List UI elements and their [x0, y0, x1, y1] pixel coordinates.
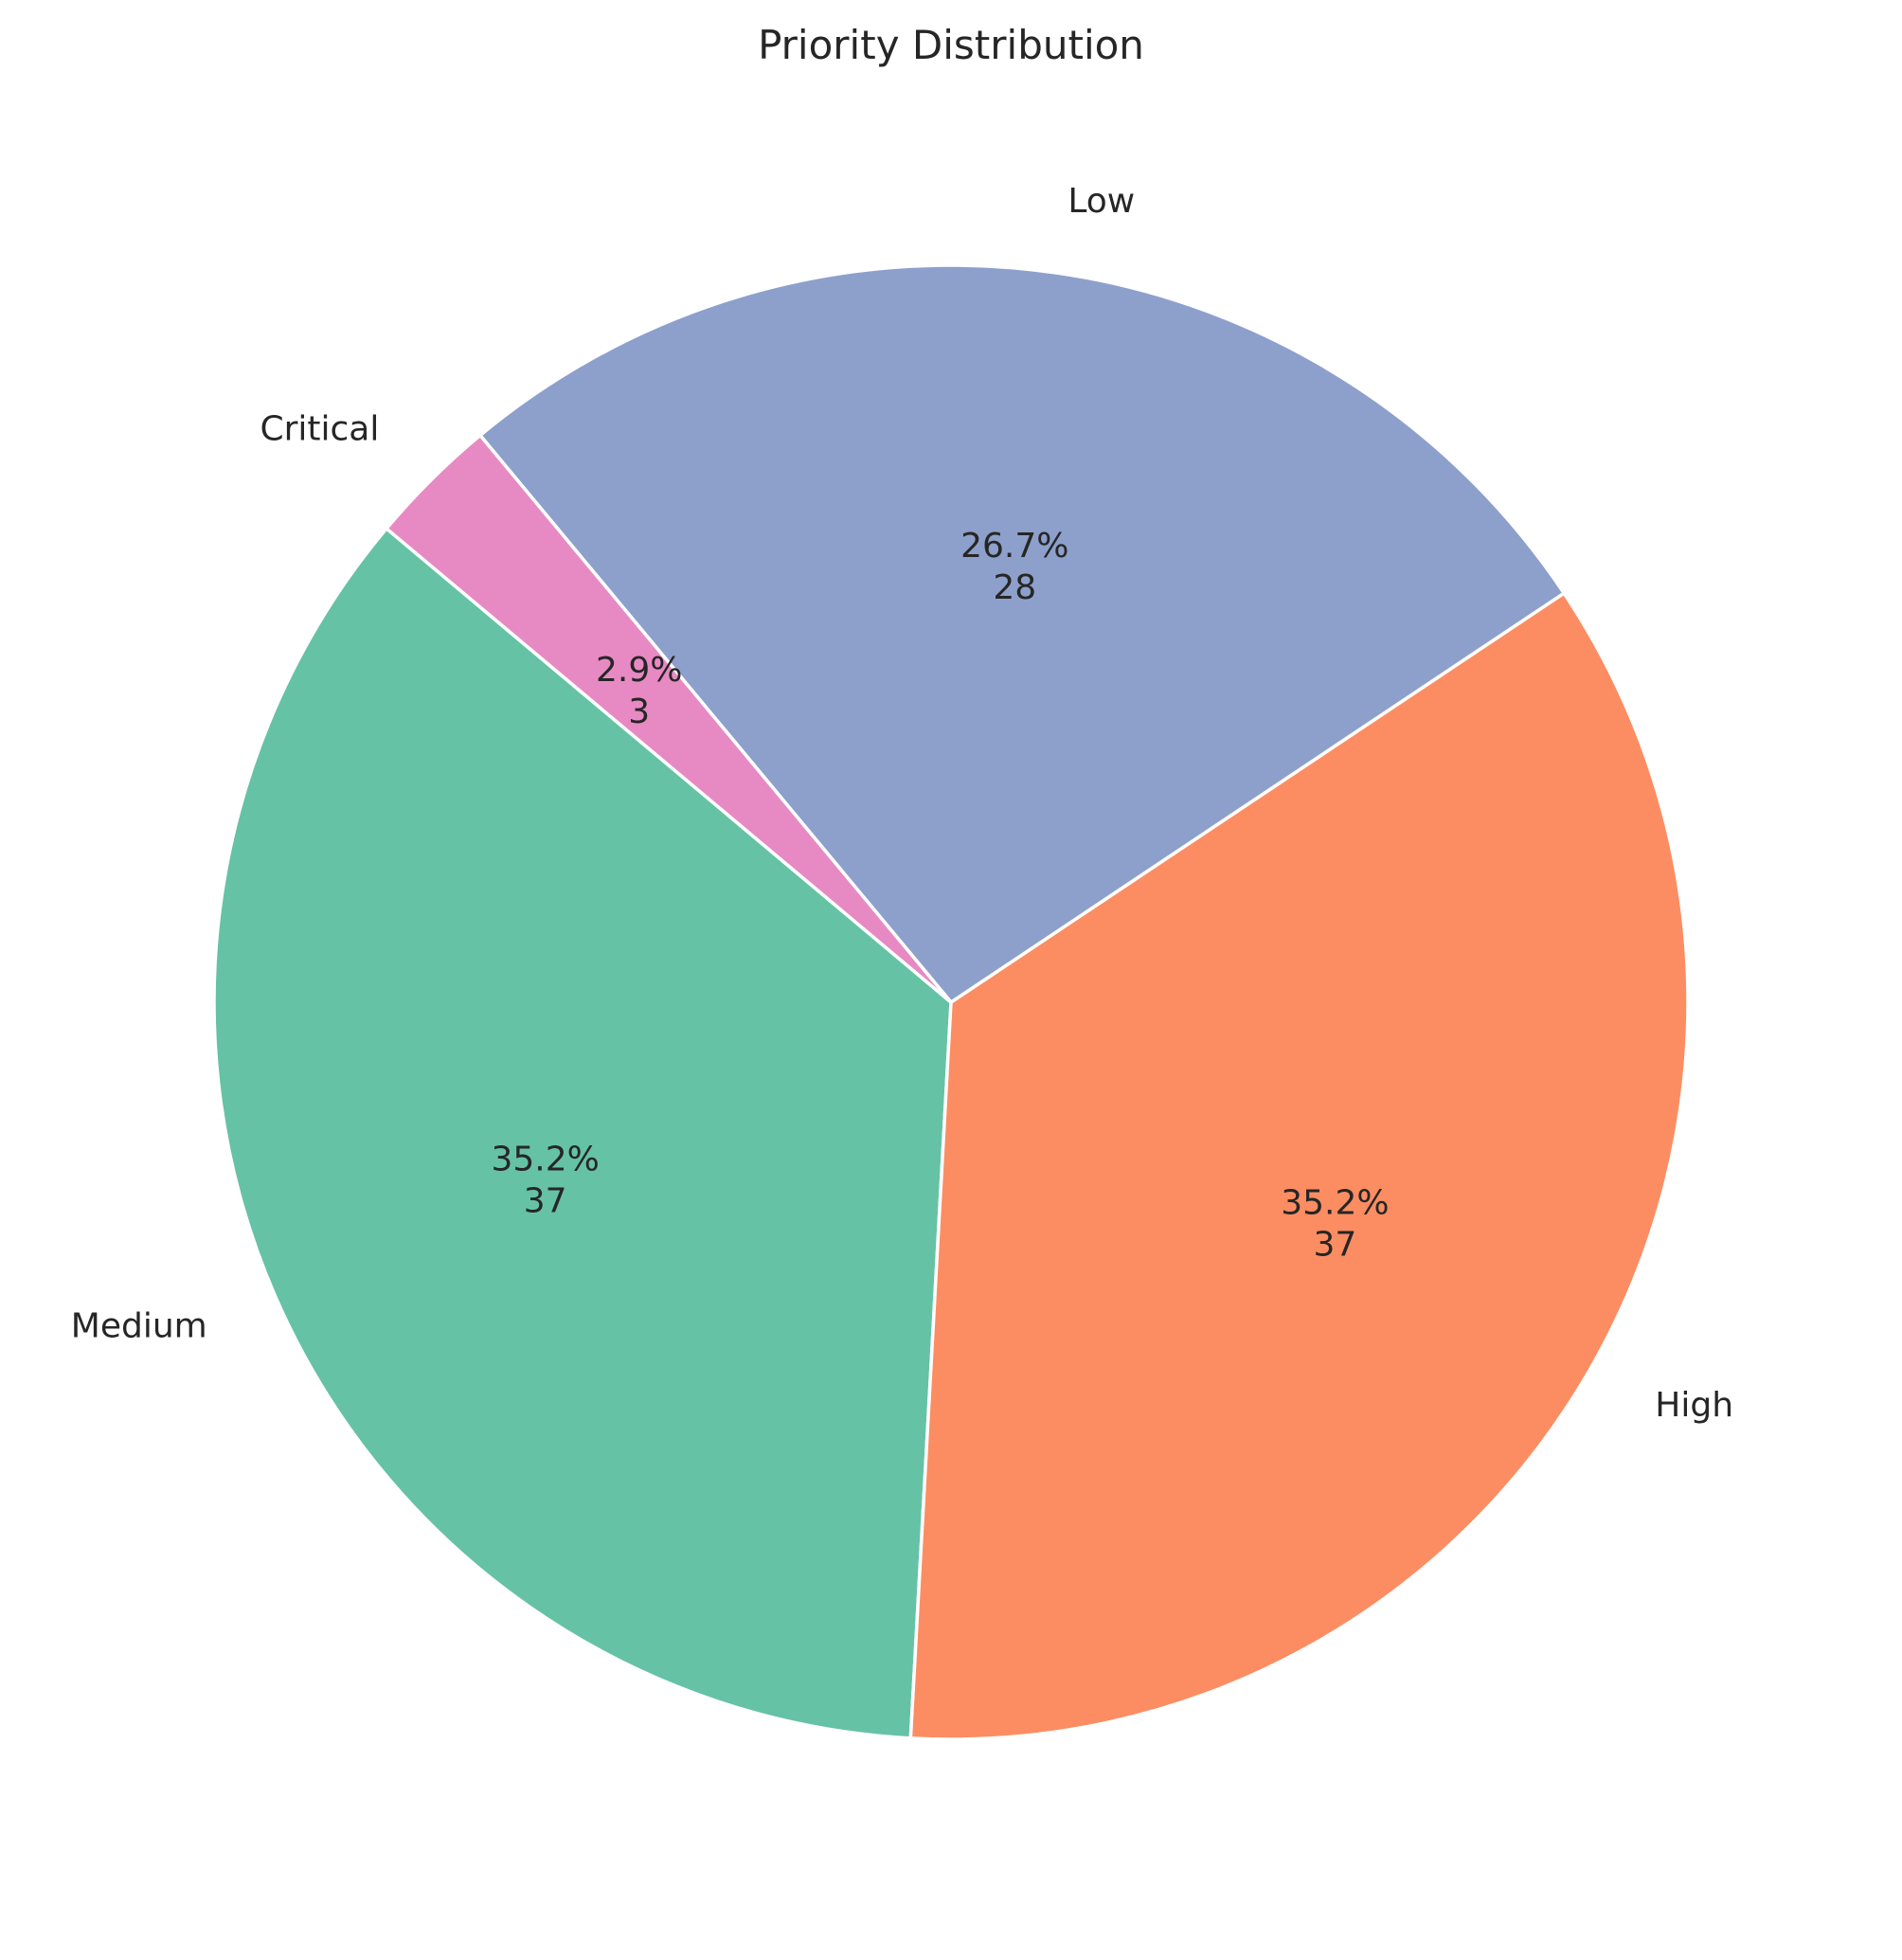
slice-percent-low: 26.7% [960, 527, 1068, 566]
slice-label-critical: Critical [260, 409, 379, 448]
slice-count-critical: 3 [628, 692, 650, 731]
slice-percent-critical: 2.9% [596, 651, 682, 690]
slice-label-medium: Medium [71, 1306, 207, 1345]
pie-slice-low [478, 263, 1566, 1004]
chart-title: Priority Distribution [758, 22, 1144, 68]
pie-slice-medium [212, 527, 953, 1740]
slice-count-medium: 37 [524, 1182, 567, 1221]
labels-layer: 35.2%37Medium35.2%37High26.7%28Low2.9%3C… [71, 182, 1733, 1425]
pie-slice-critical [385, 433, 953, 1004]
slice-percent-medium: 35.2% [491, 1141, 599, 1179]
slices-layer [212, 263, 1690, 1741]
slice-label-low: Low [1068, 182, 1135, 221]
slice-percent-high: 35.2% [1281, 1183, 1389, 1222]
slice-count-high: 37 [1314, 1225, 1357, 1264]
slice-count-low: 28 [993, 568, 1036, 607]
slice-label-high: High [1655, 1386, 1733, 1425]
pie-slice-high [908, 591, 1690, 1741]
